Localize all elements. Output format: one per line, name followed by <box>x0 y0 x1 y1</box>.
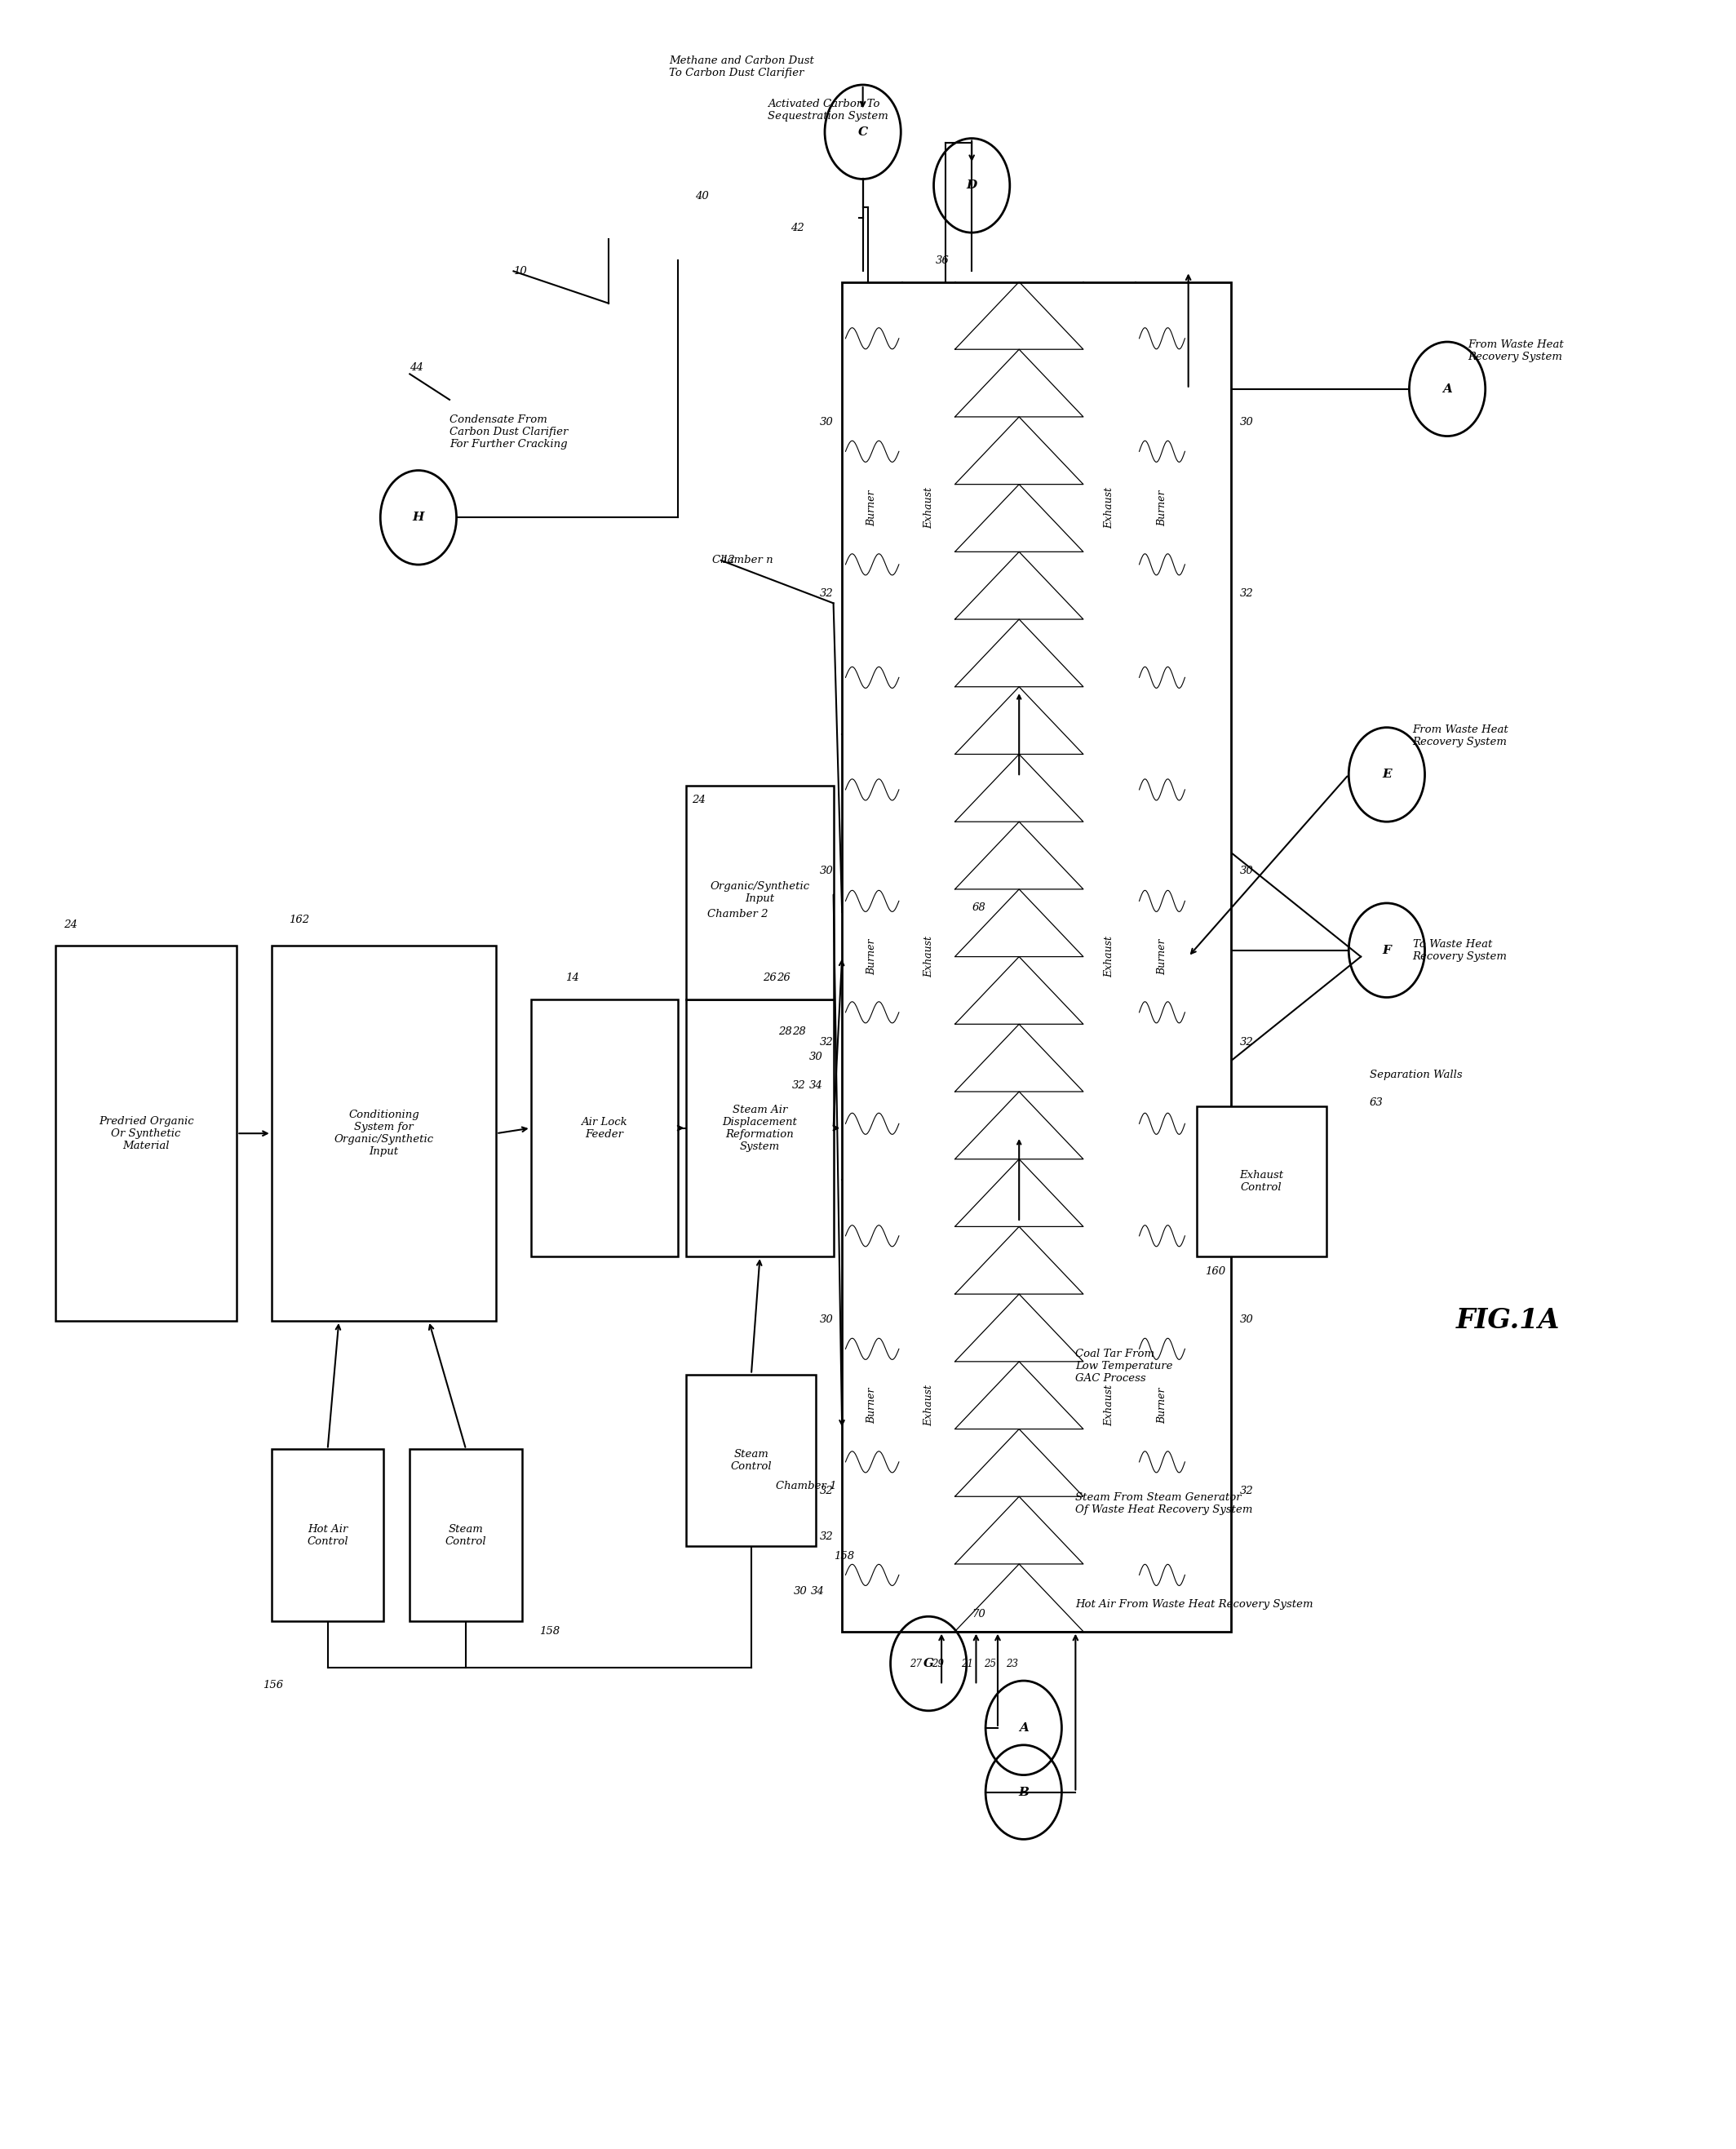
Text: Exhaust
Control: Exhaust Control <box>1240 1171 1283 1193</box>
Text: 23: 23 <box>1007 1659 1019 1670</box>
Text: 21: 21 <box>962 1659 974 1670</box>
Text: 10: 10 <box>514 266 528 277</box>
Text: Steam From Steam Generator
Of Waste Heat Recovery System: Steam From Steam Generator Of Waste Heat… <box>1076 1491 1253 1515</box>
Bar <box>271 946 496 1322</box>
Text: Burner: Burner <box>866 1388 877 1423</box>
Text: Hot Air
Control: Hot Air Control <box>307 1524 349 1547</box>
Text: 25: 25 <box>984 1659 996 1670</box>
Text: 30: 30 <box>1240 866 1253 877</box>
Text: Exhaust: Exhaust <box>1104 935 1115 978</box>
Bar <box>271 1448 384 1620</box>
Text: 34: 34 <box>811 1586 825 1597</box>
Text: 162: 162 <box>288 915 309 926</box>
Text: Exhaust: Exhaust <box>1104 488 1115 529</box>
Text: Steam
Control: Steam Control <box>446 1524 486 1547</box>
Text: 32: 32 <box>819 1485 833 1496</box>
Text: D: D <box>967 181 977 191</box>
Text: Activated Carbon To
Sequestration System: Activated Carbon To Sequestration System <box>767 99 889 120</box>
Text: 44: 44 <box>410 363 424 374</box>
Bar <box>1196 1107 1326 1257</box>
Text: 30: 30 <box>1240 1315 1253 1326</box>
Text: Chamber 2: Chamber 2 <box>707 909 767 920</box>
Text: Coal Tar From
Low Temperature
GAC Process: Coal Tar From Low Temperature GAC Proces… <box>1076 1350 1174 1384</box>
Bar <box>410 1448 523 1620</box>
Text: 68: 68 <box>972 903 986 913</box>
Text: 12: 12 <box>720 554 734 565</box>
Text: FIG.1A: FIG.1A <box>1457 1307 1559 1335</box>
Text: Steam Air
Displacement
Reformation
System: Steam Air Displacement Reformation Syste… <box>722 1105 797 1152</box>
Text: 70: 70 <box>972 1610 986 1620</box>
Text: Predried Organic
Or Synthetic
Material: Predried Organic Or Synthetic Material <box>99 1115 194 1152</box>
Text: G: G <box>924 1657 934 1670</box>
Text: 36: 36 <box>936 256 950 266</box>
Text: 29: 29 <box>932 1659 944 1670</box>
Text: F: F <box>1382 946 1391 956</box>
Text: Condensate From
Carbon Dust Clarifier
For Further Cracking: Condensate From Carbon Dust Clarifier Fo… <box>450 415 568 449</box>
Text: 30: 30 <box>809 1053 823 1062</box>
Text: 32: 32 <box>819 1532 833 1543</box>
Text: 24: 24 <box>691 795 705 806</box>
Text: 30: 30 <box>819 417 833 428</box>
Bar <box>686 1375 816 1545</box>
Text: 34: 34 <box>809 1081 823 1090</box>
Text: Separation Walls: Separation Walls <box>1370 1070 1462 1079</box>
Text: 158: 158 <box>833 1552 854 1562</box>
Text: Conditioning
System for
Organic/Synthetic
Input: Conditioning System for Organic/Syntheti… <box>333 1109 434 1156</box>
Text: B: B <box>1019 1786 1029 1799</box>
Text: 63: 63 <box>1370 1096 1384 1107</box>
Text: C: C <box>858 127 868 138</box>
Text: Exhaust: Exhaust <box>924 1384 934 1427</box>
Text: 40: 40 <box>694 191 708 202</box>
Text: E: E <box>1382 769 1392 780</box>
Text: 28: 28 <box>778 1027 792 1038</box>
Text: 32: 32 <box>819 1038 833 1049</box>
Text: 32: 32 <box>1240 1485 1253 1496</box>
Text: A: A <box>1019 1721 1028 1734</box>
Text: Exhaust: Exhaust <box>924 935 934 978</box>
Text: Chamber 1: Chamber 1 <box>776 1481 837 1491</box>
Text: A: A <box>1443 383 1451 395</box>
Text: 24: 24 <box>64 920 78 931</box>
Text: 32: 32 <box>819 589 833 600</box>
Text: Burner: Burner <box>866 939 877 976</box>
Bar <box>56 946 236 1322</box>
Bar <box>686 999 833 1257</box>
Text: From Waste Heat
Recovery System: From Waste Heat Recovery System <box>1469 340 1564 361</box>
Text: Organic/Synthetic
Input: Organic/Synthetic Input <box>710 881 809 905</box>
Text: Burner: Burner <box>866 490 877 527</box>
Text: 26: 26 <box>776 973 790 984</box>
Text: Exhaust: Exhaust <box>924 488 934 529</box>
Text: 28: 28 <box>792 1027 806 1038</box>
Text: 26: 26 <box>762 973 776 984</box>
Text: Exhaust: Exhaust <box>1104 1384 1115 1427</box>
Text: Air Lock
Feeder: Air Lock Feeder <box>582 1117 627 1139</box>
Text: Hot Air From Waste Heat Recovery System: Hot Air From Waste Heat Recovery System <box>1076 1599 1314 1610</box>
Text: 32: 32 <box>792 1081 806 1090</box>
Text: To Waste Heat
Recovery System: To Waste Heat Recovery System <box>1413 939 1507 961</box>
Text: 27: 27 <box>910 1659 922 1670</box>
Text: Methane and Carbon Dust
To Carbon Dust Clarifier: Methane and Carbon Dust To Carbon Dust C… <box>668 56 814 77</box>
Text: 30: 30 <box>1240 417 1253 428</box>
Text: Burner: Burner <box>1156 490 1167 527</box>
Text: Burner: Burner <box>1156 1388 1167 1423</box>
Text: Burner: Burner <box>1156 939 1167 976</box>
Text: 30: 30 <box>819 1315 833 1326</box>
Text: From Waste Heat
Recovery System: From Waste Heat Recovery System <box>1413 724 1509 748</box>
Text: Steam
Control: Steam Control <box>731 1448 773 1472</box>
Text: 160: 160 <box>1205 1266 1226 1277</box>
Text: 14: 14 <box>566 973 580 984</box>
Text: 30: 30 <box>819 866 833 877</box>
Bar <box>531 999 677 1257</box>
Bar <box>955 282 1083 1631</box>
Text: 30: 30 <box>793 1586 807 1597</box>
Text: 32: 32 <box>1240 589 1253 600</box>
Text: H: H <box>413 511 424 522</box>
Bar <box>686 784 833 999</box>
Text: 158: 158 <box>540 1627 561 1638</box>
Bar <box>842 282 1231 1631</box>
Text: 32: 32 <box>1240 1038 1253 1049</box>
Text: 156: 156 <box>262 1681 283 1691</box>
Text: Chamber n: Chamber n <box>712 554 773 565</box>
Text: 42: 42 <box>790 223 804 234</box>
